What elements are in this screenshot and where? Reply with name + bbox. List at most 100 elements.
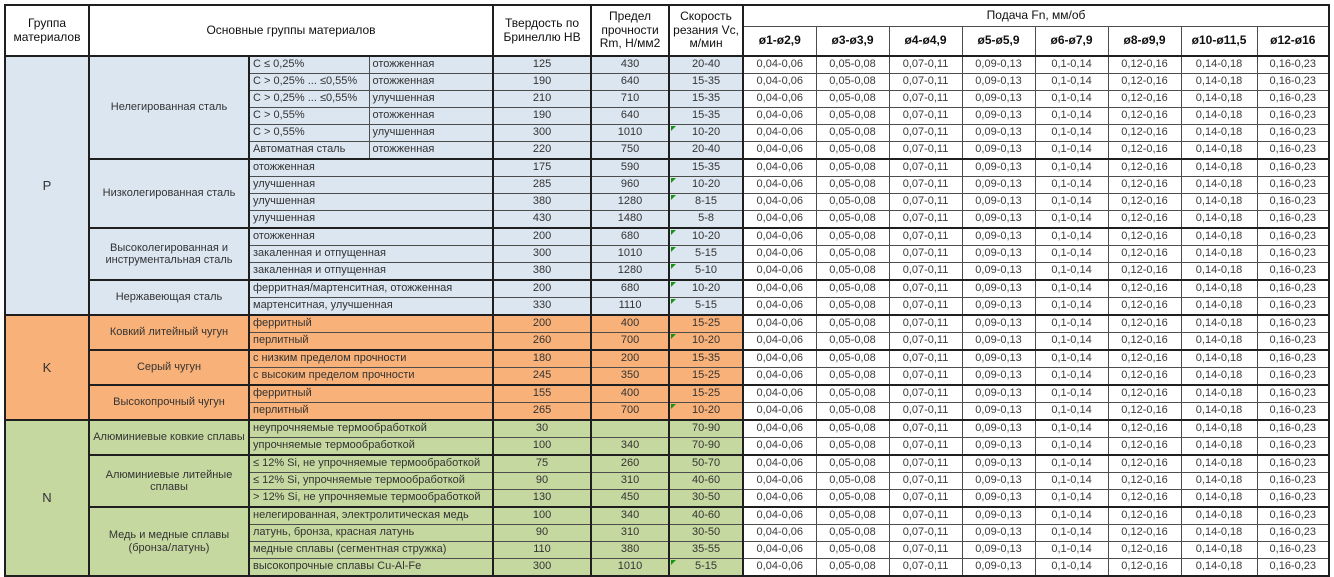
cell-hardness[interactable]: 180 [492,349,592,368]
cell-feed[interactable]: 0,04-0,06 [742,279,817,298]
material-char-cell[interactable]: C ≤ 0,25% [248,55,370,74]
cell-feed[interactable]: 0,09-0,13 [961,349,1036,368]
header-diameter[interactable]: ø12-ø16 [1256,25,1330,57]
cell-feed[interactable]: 0,16-0,23 [1256,107,1330,125]
material-char-cell[interactable]: с высоким пределом прочности [247,367,494,386]
cell-cutting-speed[interactable]: 20-40 [668,141,744,160]
cell-feed[interactable]: 0,1-0,14 [1034,454,1109,473]
cell-feed[interactable]: 0,07-0,11 [888,141,963,160]
cell-feed[interactable]: 0,09-0,13 [961,402,1036,421]
cell-feed[interactable]: 0,1-0,14 [1034,279,1109,298]
cell-cutting-speed[interactable]: 15-35 [668,349,744,368]
cell-feed[interactable]: 0,12-0,16 [1107,193,1182,211]
cell-hardness[interactable]: 245 [492,367,592,386]
cell-feed[interactable]: 0,04-0,06 [742,73,817,91]
material-char-cell[interactable]: высокопрочные сплавы Cu-Al-Fe [247,558,494,577]
cell-hardness[interactable]: 380 [492,262,592,281]
cell-feed[interactable]: 0,14-0,18 [1180,419,1258,438]
cell-feed[interactable]: 0,05-0,08 [815,193,890,211]
cell-feed[interactable]: 0,09-0,13 [961,384,1036,403]
cell-feed[interactable]: 0,16-0,23 [1256,384,1330,403]
cell-cutting-speed[interactable]: 70-90 [668,419,744,438]
cell-feed[interactable]: 0,09-0,13 [961,367,1036,386]
cell-feed[interactable]: 0,12-0,16 [1107,402,1182,421]
cell-cutting-speed[interactable]: 15-25 [668,384,744,403]
cell-feed[interactable]: 0,1-0,14 [1034,297,1109,316]
material-subgroup-cell[interactable]: Низколегированная сталь [88,158,250,229]
cell-strength[interactable] [590,419,670,438]
material-char-cell[interactable]: C > 0,55% [248,124,370,142]
cell-cutting-speed[interactable]: 10-20 [668,176,744,194]
cell-strength[interactable]: 960 [590,176,670,194]
cell-feed[interactable]: 0,14-0,18 [1180,55,1258,74]
cell-feed[interactable]: 0,16-0,23 [1256,176,1330,194]
cell-feed[interactable]: 0,1-0,14 [1034,90,1109,108]
cell-feed[interactable]: 0,05-0,08 [815,558,890,577]
cell-feed[interactable]: 0,07-0,11 [888,524,963,542]
cell-feed[interactable]: 0,09-0,13 [961,437,1036,456]
cell-feed[interactable]: 0,16-0,23 [1256,55,1330,74]
cell-hardness[interactable]: 110 [492,541,592,559]
cell-feed[interactable]: 0,1-0,14 [1034,506,1109,525]
cell-feed[interactable]: 0,05-0,08 [815,332,890,351]
cell-cutting-speed[interactable]: 5-8 [668,210,744,229]
cell-hardness[interactable]: 380 [492,193,592,211]
cell-feed[interactable]: 0,14-0,18 [1180,489,1258,508]
cell-feed[interactable]: 0,12-0,16 [1107,437,1182,456]
cell-feed[interactable]: 0,1-0,14 [1034,193,1109,211]
cell-feed[interactable]: 0,07-0,11 [888,332,963,351]
cell-cutting-speed[interactable]: 5-15 [668,558,744,577]
cell-feed[interactable]: 0,1-0,14 [1034,227,1109,246]
header-diameter[interactable]: ø6-ø7,9 [1034,25,1109,57]
cell-feed[interactable]: 0,04-0,06 [742,107,817,125]
cell-feed[interactable]: 0,1-0,14 [1034,367,1109,386]
cell-hardness[interactable]: 285 [492,176,592,194]
cell-feed[interactable]: 0,14-0,18 [1180,349,1258,368]
cell-feed[interactable]: 0,04-0,06 [742,472,817,490]
material-char-cell[interactable]: > 12% Si, не упрочняемые термообработкой [247,489,494,508]
cell-feed[interactable]: 0,1-0,14 [1034,176,1109,194]
cell-feed[interactable]: 0,09-0,13 [961,524,1036,542]
cell-strength[interactable]: 1280 [590,193,670,211]
cell-feed[interactable]: 0,1-0,14 [1034,402,1109,421]
cell-hardness[interactable]: 100 [492,506,592,525]
cell-feed[interactable]: 0,12-0,16 [1107,454,1182,473]
cell-feed[interactable]: 0,12-0,16 [1107,541,1182,559]
cell-feed[interactable]: 0,07-0,11 [888,384,963,403]
cell-strength[interactable]: 700 [590,402,670,421]
material-state-cell[interactable]: улучшенная [368,124,494,142]
material-char-cell[interactable]: с низким пределом прочности [247,349,494,368]
cell-feed[interactable]: 0,07-0,11 [888,489,963,508]
cell-feed[interactable]: 0,05-0,08 [815,472,890,490]
cell-feed[interactable]: 0,16-0,23 [1256,245,1330,263]
header-material-group[interactable]: Группа материалов [4,4,90,57]
cell-feed[interactable]: 0,09-0,13 [961,314,1036,333]
cell-feed[interactable]: 0,09-0,13 [961,558,1036,577]
cell-feed[interactable]: 0,12-0,16 [1107,176,1182,194]
material-char-cell[interactable]: ферритный [247,314,494,333]
cell-feed[interactable]: 0,14-0,18 [1180,141,1258,160]
cell-hardness[interactable]: 190 [492,107,592,125]
cell-feed[interactable]: 0,16-0,23 [1256,367,1330,386]
cell-feed[interactable]: 0,05-0,08 [815,176,890,194]
cell-feed[interactable]: 0,16-0,23 [1256,227,1330,246]
cell-cutting-speed[interactable]: 10-20 [668,402,744,421]
material-char-cell[interactable]: нелегированная, электролитическая медь [247,506,494,525]
cell-feed[interactable]: 0,07-0,11 [888,90,963,108]
cell-feed[interactable]: 0,09-0,13 [961,193,1036,211]
cell-strength[interactable]: 260 [590,454,670,473]
cell-feed[interactable]: 0,12-0,16 [1107,349,1182,368]
cell-feed[interactable]: 0,04-0,06 [742,297,817,316]
cell-feed[interactable]: 0,05-0,08 [815,489,890,508]
cell-feed[interactable]: 0,05-0,08 [815,541,890,559]
cell-feed[interactable]: 0,16-0,23 [1256,279,1330,298]
material-char-cell[interactable]: C > 0,25% ... ≤0,55% [248,90,370,108]
cell-cutting-speed[interactable]: 15-25 [668,314,744,333]
cell-feed[interactable]: 0,16-0,23 [1256,454,1330,473]
cell-feed[interactable]: 0,16-0,23 [1256,262,1330,281]
cell-feed[interactable]: 0,07-0,11 [888,541,963,559]
cell-feed[interactable]: 0,04-0,06 [742,419,817,438]
cell-feed[interactable]: 0,05-0,08 [815,367,890,386]
cell-cutting-speed[interactable]: 15-25 [668,367,744,386]
cell-strength[interactable]: 430 [590,55,670,74]
